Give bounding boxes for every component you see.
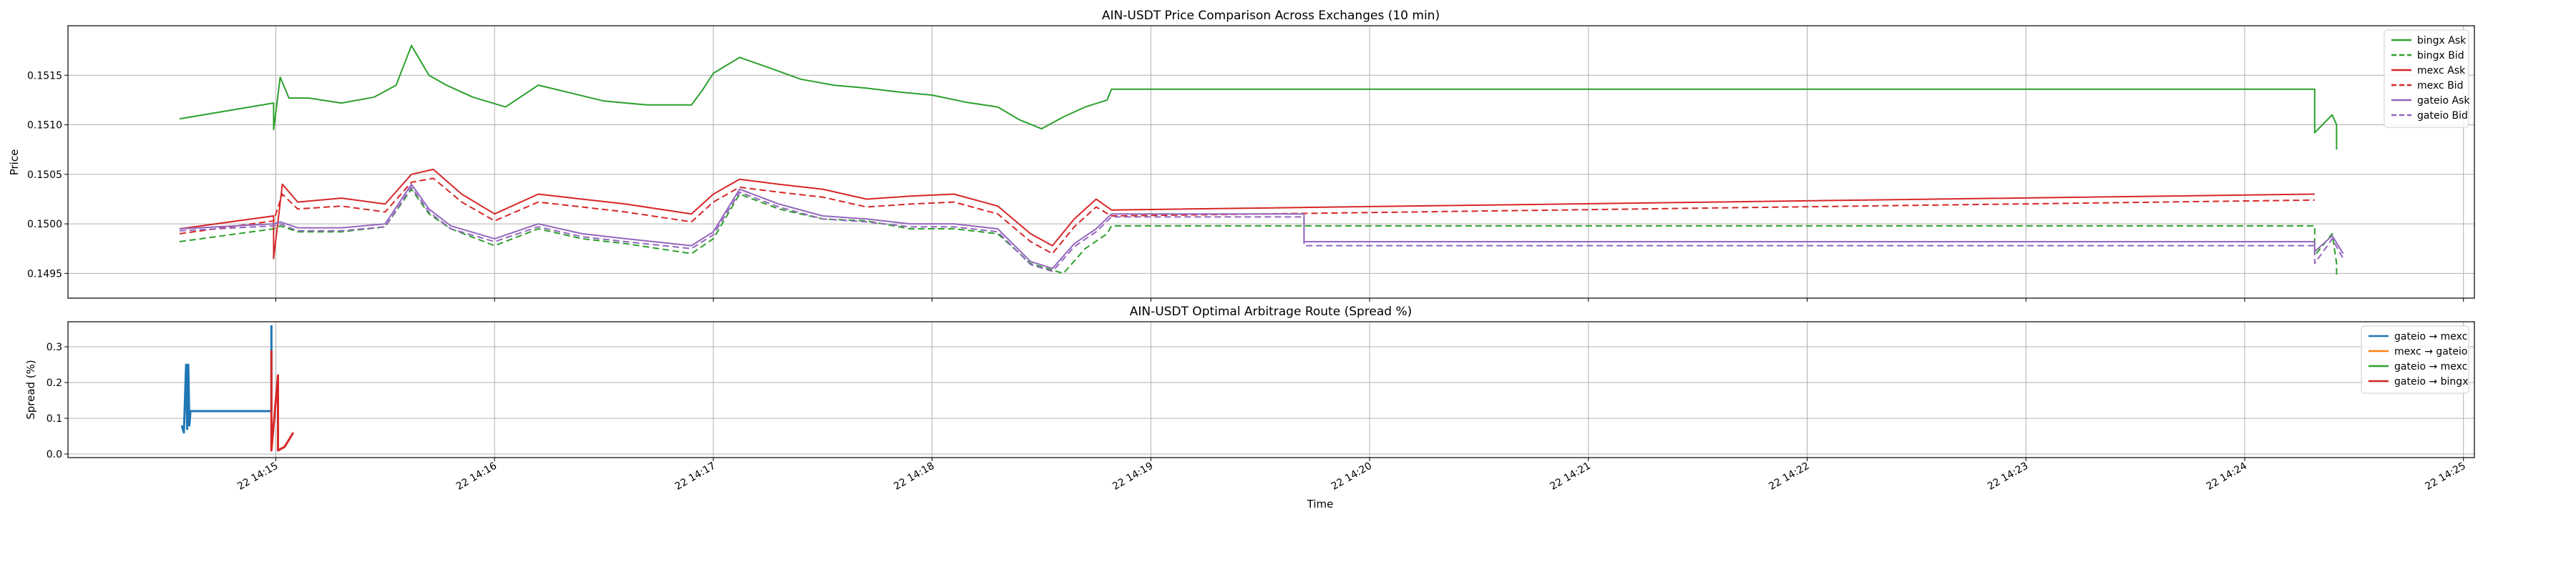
spread-chart-legend-box bbox=[2361, 325, 2469, 394]
price-chart-legend-label: mexc Bid bbox=[2417, 80, 2464, 92]
price-chart-plot bbox=[179, 44, 2344, 279]
spread-chart-y-tick-label: 0.0 bbox=[47, 449, 62, 460]
spread-chart-frame bbox=[67, 321, 2475, 458]
price-chart-series-line-4 bbox=[179, 183, 2344, 270]
price-chart-title: AIN-USDT Price Comparison Across Exchang… bbox=[1102, 9, 1440, 23]
spread-chart-y-tick-label: 0.1 bbox=[47, 413, 62, 425]
spread-chart-legend-label: gateio → mexc bbox=[2394, 331, 2467, 342]
spread-chart-series-line-3 bbox=[270, 350, 295, 452]
price-chart-frame bbox=[67, 25, 2475, 299]
price-chart-x-ticks bbox=[275, 298, 2464, 302]
price-chart-y-tick-label: 0.1500 bbox=[27, 219, 62, 230]
price-chart-legend-box bbox=[2384, 29, 2469, 128]
spread-chart-legend-label: gateio → bingx bbox=[2394, 376, 2468, 388]
price-chart-legend-label: gateio Ask bbox=[2417, 95, 2470, 107]
price-chart-y-tick-label: 0.1505 bbox=[27, 169, 62, 181]
spread-chart-series-line-0 bbox=[180, 325, 273, 434]
spread-chart-legend-label: mexc → gateio bbox=[2394, 346, 2467, 358]
price-chart-ylabel: Price bbox=[8, 149, 21, 176]
price-chart-series-line-0 bbox=[179, 44, 2338, 150]
price-chart-legend: bingx Ask bingx Bid mexc Ask mexc Bid gateio… bbox=[2384, 29, 2470, 128]
price-chart-legend-label: bingx Ask bbox=[2417, 35, 2467, 46]
price-chart-y-tick-label: 0.1510 bbox=[27, 120, 62, 132]
spread-chart-y-tick-label: 0.2 bbox=[47, 378, 62, 389]
price-chart-legend-label: bingx Bid bbox=[2417, 50, 2464, 61]
spread-chart-xlabel: Time bbox=[1307, 498, 1334, 511]
spread-chart-y-tick-label: 0.3 bbox=[47, 342, 62, 353]
price-chart-y-tick-label: 0.1515 bbox=[27, 70, 62, 82]
price-chart-y-tick-label: 0.1495 bbox=[27, 268, 62, 280]
spread-chart-grid bbox=[68, 322, 2474, 458]
spread-chart-legend: gateio → mexc mexc → gateio gateio → mexc g… bbox=[2361, 325, 2469, 394]
price-chart-series-line-2 bbox=[179, 168, 2315, 260]
spread-chart-title: AIN-USDT Optimal Arbitrage Route (Spread… bbox=[1130, 305, 1413, 319]
price-chart-series-line-3 bbox=[179, 177, 2315, 255]
price-chart-y-ticks: 0.1495 0.1500 0.1505 0.1510 0.1515 bbox=[27, 70, 68, 280]
price-chart-series-line-5 bbox=[179, 186, 2344, 272]
price-chart-legend-label: mexc Ask bbox=[2417, 65, 2466, 77]
spread-chart-y-ticks: 0.0 0.1 0.2 0.3 bbox=[47, 342, 68, 460]
price-chart-legend-label: gateio Bid bbox=[2417, 110, 2468, 122]
price-chart-grid bbox=[68, 26, 2474, 298]
spread-chart-ylabel: Spread (%) bbox=[24, 360, 37, 420]
spread-chart-plot bbox=[180, 325, 295, 452]
spread-chart-legend-label: gateio → mexc bbox=[2394, 361, 2467, 373]
